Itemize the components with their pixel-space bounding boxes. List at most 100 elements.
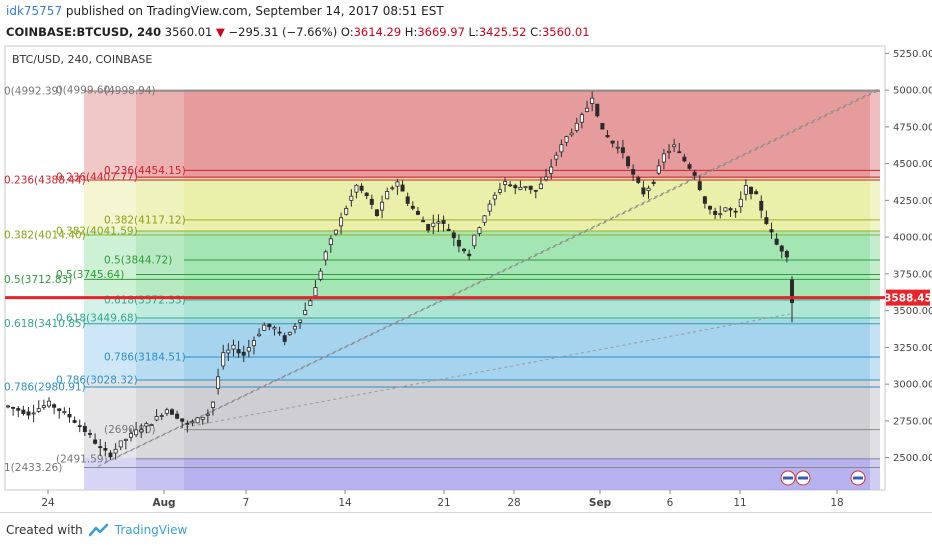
candle-body (303, 310, 308, 315)
y-axis-tick-label: 5250.00 (893, 49, 932, 60)
fib-label: 0.786(2980.91) (4, 381, 86, 393)
candle-body (692, 171, 697, 176)
price-chart[interactable]: 0(4992.39)0(4999.60)(4998.94) 0.236(4388.… (0, 0, 932, 510)
candle-body (400, 184, 405, 192)
fib-label: (2491.59) (56, 453, 108, 465)
candle-body (544, 176, 549, 180)
y-axis-tick-label: 5000.00 (893, 86, 932, 97)
x-axis-tick-label: 6 (667, 497, 674, 509)
candle-body (36, 408, 41, 412)
candle-body (200, 416, 205, 420)
candle-body (651, 181, 656, 184)
candle-body (134, 429, 139, 436)
y-axis-tick-label: 3000.00 (893, 380, 932, 391)
candle-body (482, 215, 487, 223)
candle-body (754, 191, 759, 195)
candle-body (267, 323, 272, 328)
trend-line (97, 90, 879, 467)
candle-body (426, 224, 431, 231)
candle-body (641, 187, 646, 195)
candle-body (292, 326, 297, 330)
candle-body (764, 217, 769, 225)
candle-body (569, 132, 574, 136)
candle-body (743, 185, 748, 195)
candle-body (364, 192, 369, 197)
fib-zone-3 (84, 297, 880, 320)
tradingview-brand[interactable]: TradingView (114, 523, 188, 537)
candle-body (216, 376, 221, 389)
x-axis-tick-label: 11 (733, 497, 746, 509)
candle-body (323, 251, 328, 261)
candle-body (728, 208, 733, 211)
candle-body (385, 191, 390, 200)
candle-body (656, 165, 661, 174)
candle-body (103, 448, 108, 451)
close-label: C: (530, 25, 542, 39)
fib-label: 0.382(4041.59) (56, 226, 138, 238)
candle-body (784, 251, 789, 258)
candle-body (702, 196, 707, 204)
candle-body (41, 405, 46, 408)
candle-body (123, 438, 128, 442)
candle-body (52, 404, 57, 408)
author-link[interactable]: idk75757 (6, 4, 63, 18)
candle-body (513, 185, 518, 189)
y-axis-tick-label: 4000.00 (893, 233, 932, 244)
candle-body (600, 122, 605, 130)
candle-body (77, 425, 82, 428)
fib-label: 0.5(3712.83) (4, 274, 72, 286)
candle-body (677, 151, 682, 154)
candle-body (241, 351, 246, 356)
candle-body (374, 209, 379, 216)
candle-body (585, 107, 590, 112)
x-axis-tick-label: Aug (152, 497, 175, 509)
high-label: H: (404, 25, 418, 39)
candle-body (57, 408, 62, 411)
candle-body (774, 238, 779, 245)
candle-body (790, 279, 795, 304)
candle-body (492, 194, 497, 200)
candle-body (185, 422, 190, 425)
candle-body (472, 234, 477, 247)
candle-body (733, 210, 738, 213)
candle-body (67, 413, 72, 418)
tradingview-logo-icon[interactable] (88, 523, 109, 537)
candle-body (446, 228, 451, 232)
fib-label: 0.5(3745.64) (56, 269, 124, 281)
fib-zone-5 (84, 379, 880, 458)
candle-body (333, 229, 338, 235)
fib-fade-mid (136, 90, 184, 490)
y-axis-tick-label: 3250.00 (893, 343, 932, 354)
x-axis-tick-label: Sep (589, 497, 612, 509)
candle-body (82, 426, 87, 432)
candle-body (231, 344, 236, 350)
candle-body (318, 270, 323, 280)
x-axis-tick-label: 24 (41, 497, 55, 509)
y-axis-tick-label: 4750.00 (893, 122, 932, 133)
candle-body (139, 429, 144, 433)
candle-body (559, 144, 564, 153)
candle-body (390, 187, 395, 190)
fib-label: 0.236(4454.15) (104, 165, 186, 177)
candle-body (738, 198, 743, 208)
candle-body (262, 324, 267, 331)
candle-body (713, 210, 718, 215)
candle-body (108, 452, 113, 458)
candle-body (164, 409, 169, 414)
open-value: 3614.29 (353, 25, 402, 39)
candle-body (257, 333, 262, 337)
open-label: O: (340, 25, 354, 39)
candle-body (687, 164, 692, 169)
fib-label: 0.382(4014.40) (4, 230, 86, 242)
candle-body (631, 169, 636, 175)
candle-body (467, 253, 472, 257)
candle-body (431, 222, 436, 227)
candle-body (528, 185, 533, 190)
candle-body (221, 352, 226, 367)
candle-body (769, 229, 774, 233)
candle-body (251, 340, 256, 347)
fib-label: 0(4999.60) (56, 85, 114, 97)
candle-body (93, 439, 98, 444)
candle-body (149, 424, 154, 426)
candle-body (62, 411, 67, 414)
